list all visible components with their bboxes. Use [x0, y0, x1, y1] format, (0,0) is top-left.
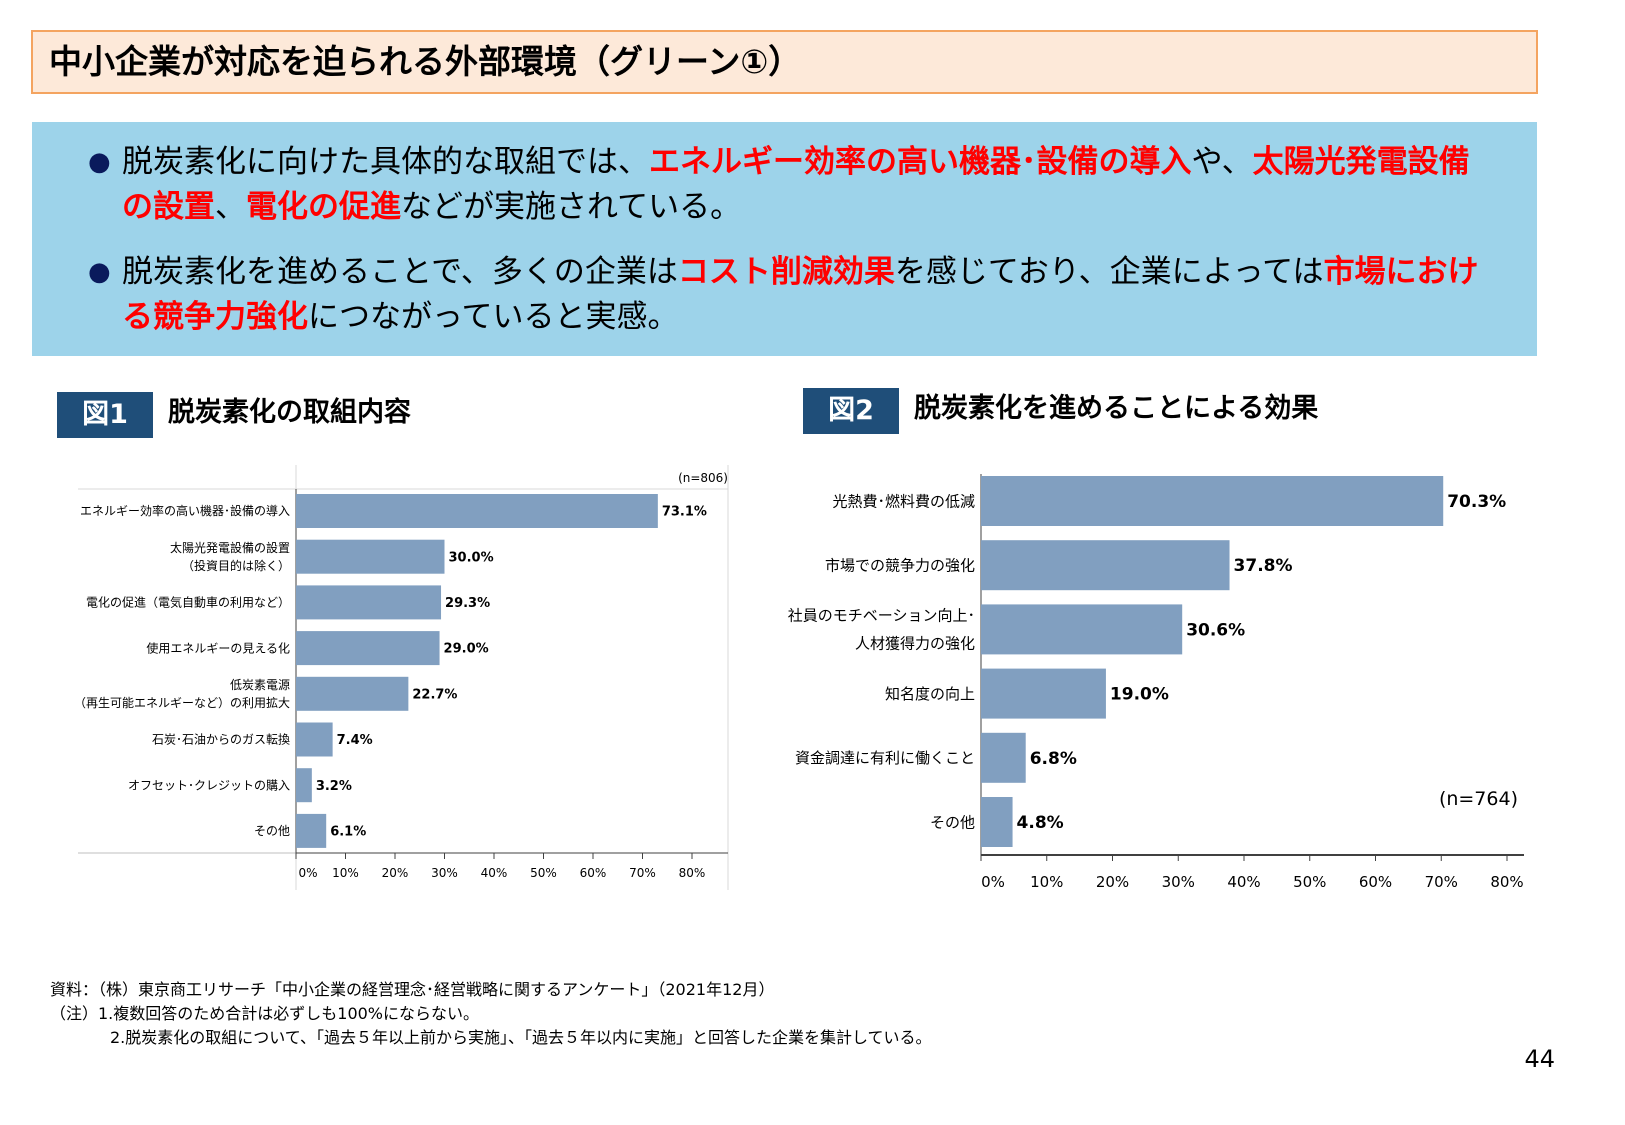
x-tick-label: 20% — [382, 866, 409, 880]
x-tick-label: 10% — [1030, 873, 1063, 891]
summary-box — [32, 122, 1537, 356]
figure-1-tag: 図1 — [57, 392, 153, 438]
figure-2-title: 脱炭素化を進めることによる効果 — [914, 393, 1319, 424]
category-label: 石炭･石油からのガス転換 — [152, 733, 290, 747]
x-tick-label: 20% — [1096, 873, 1129, 891]
data-label: 6.8% — [1030, 749, 1077, 769]
figure-1-title: 脱炭素化の取組内容 — [168, 397, 411, 428]
bar — [296, 631, 440, 666]
bar — [296, 722, 333, 757]
data-label: 29.3% — [445, 596, 490, 611]
x-tick-label: 50% — [1293, 873, 1326, 891]
category-label: その他 — [254, 824, 290, 838]
highlight-text: 太陽光発電設備の設置 — [122, 144, 1470, 225]
bullet-text: 脱炭素化を進めることで、多くの企業はコスト削減効果を感じており、企業によっては市… — [122, 250, 1488, 340]
highlight-text: 電化の促進 — [246, 189, 401, 225]
text-segment: につながっていると実感。 — [308, 299, 679, 335]
data-label: 6.1% — [330, 824, 366, 839]
bullet-icon: ● — [88, 257, 111, 287]
note-1: （注）1.複数回答のため合計は必ずしも100%にならない。 — [50, 1004, 480, 1023]
bar — [981, 476, 1444, 526]
category-label: （投資目的は除く） — [182, 558, 290, 573]
x-tick-label: 60% — [580, 866, 607, 880]
data-label: 37.8% — [1234, 556, 1293, 576]
category-label: 人材獲得力の強化 — [855, 635, 975, 653]
data-label: 29.0% — [444, 642, 489, 657]
text-segment: 脱炭素化に向けた具体的な取組では、 — [122, 144, 649, 180]
x-tick-label: 70% — [629, 866, 656, 880]
data-label: 30.0% — [449, 550, 494, 565]
bar — [981, 732, 1026, 783]
source-note: 資料：（株）東京商工リサーチ「中小企業の経営理念･経営戦略に関するアンケート」（… — [50, 980, 775, 999]
data-label: 19.0% — [1110, 685, 1169, 705]
data-label: 30.6% — [1186, 620, 1245, 640]
data-label: 4.8% — [1017, 813, 1064, 833]
bullet-2: ● 脱炭素化を進めることで、多くの企業はコスト削減効果を感じており、企業によっては… — [88, 250, 1488, 340]
page-number: 44 — [1524, 1045, 1555, 1073]
x-tick-label: 50% — [530, 866, 557, 880]
x-tick-label: 40% — [481, 866, 508, 880]
sample-size-note: (n=764) — [1439, 788, 1518, 810]
bar — [981, 540, 1230, 591]
text-segment: や、 — [1191, 144, 1253, 180]
x-tick-label: 80% — [679, 866, 706, 880]
data-label: 70.3% — [1447, 492, 1506, 512]
x-tick-label: 60% — [1359, 873, 1392, 891]
sample-size-note: (n=806) — [678, 471, 728, 485]
category-label: 電化の促進（電気自動車の利用など） — [86, 595, 290, 610]
note-2: 2.脱炭素化の取組について、「過去５年以上前から実施」、「過去５年以内に実施」と… — [110, 1028, 932, 1047]
highlight-text: コスト削減効果 — [677, 254, 895, 290]
notes: 資料：（株）東京商工リサーチ「中小企業の経営理念･経営戦略に関するアンケート」（… — [50, 978, 932, 1050]
x-tick-label: 0% — [981, 873, 1005, 891]
bar — [981, 668, 1106, 719]
bar — [981, 604, 1183, 655]
data-label: 7.4% — [337, 733, 373, 748]
category-label: 資金調達に有利に働くこと — [795, 749, 975, 767]
x-tick-label: 0% — [298, 866, 317, 880]
x-tick-label: 30% — [431, 866, 458, 880]
category-label: オフセット･クレジットの購入 — [128, 778, 290, 792]
text-segment: 、 — [215, 189, 246, 225]
category-label: 社員のモチベーション向上･ — [788, 607, 975, 625]
figure-2-tag: 図2 — [803, 388, 899, 434]
category-label: 使用エネルギーの見える化 — [146, 640, 290, 655]
bar — [296, 676, 409, 711]
bullet-1: ● 脱炭素化に向けた具体的な取組では、エネルギー効率の高い機器･設備の導入や、太陽… — [88, 140, 1488, 230]
bar — [296, 768, 312, 803]
bar — [981, 797, 1013, 847]
category-label: 光熱費･燃料費の低減 — [832, 492, 975, 510]
x-tick-label: 80% — [1490, 873, 1523, 891]
bullet-text: 脱炭素化に向けた具体的な取組では、エネルギー効率の高い機器･設備の導入や、太陽光… — [122, 140, 1488, 230]
bar — [296, 813, 327, 848]
category-label: 太陽光発電設備の設置 — [170, 540, 290, 555]
x-tick-label: 70% — [1425, 873, 1458, 891]
data-label: 3.2% — [316, 779, 352, 794]
bar — [296, 539, 445, 574]
page-title: 中小企業が対応を迫られる外部環境（グリーン①） — [31, 30, 1538, 94]
bullet-icon: ● — [88, 147, 111, 177]
text-segment: を感じており、企業によっては — [894, 254, 1324, 290]
highlight-text: 市場における競争力強化 — [122, 254, 1479, 335]
category-label: 低炭素電源 — [230, 678, 290, 692]
category-label: 市場での競争力の強化 — [825, 556, 975, 574]
category-label: 知名度の向上 — [885, 685, 975, 703]
bar — [296, 585, 442, 620]
category-label: （再生可能エネルギーなど）の利用拡大 — [74, 696, 290, 710]
highlight-text: エネルギー効率の高い機器･設備の導入 — [649, 144, 1192, 180]
x-tick-label: 10% — [332, 866, 359, 880]
data-label: 22.7% — [412, 687, 457, 702]
bar — [296, 494, 658, 528]
x-tick-label: 40% — [1227, 873, 1260, 891]
category-label: エネルギー効率の高い機器･設備の導入 — [80, 503, 290, 518]
text-segment: 脱炭素化を進めることで、多くの企業は — [122, 254, 678, 290]
x-tick-label: 30% — [1162, 873, 1195, 891]
data-label: 73.1% — [662, 505, 707, 520]
category-label: その他 — [930, 813, 975, 831]
text-segment: などが実施されている。 — [401, 189, 742, 225]
